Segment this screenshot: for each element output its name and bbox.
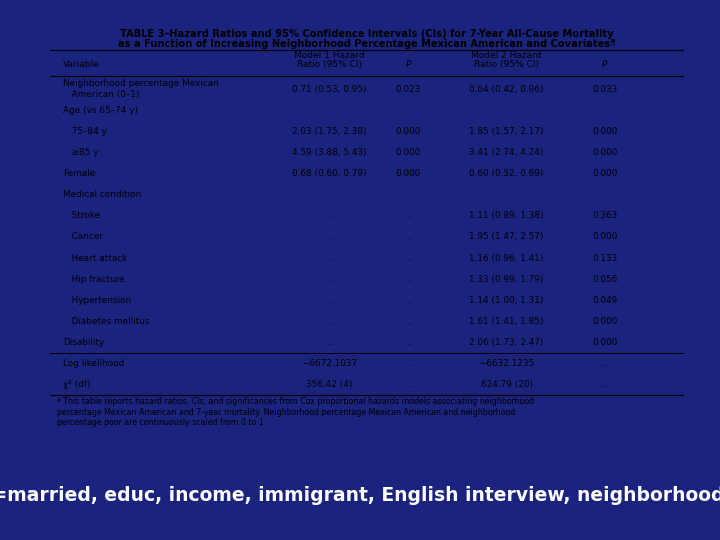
Text: ...: ...	[325, 211, 333, 220]
Text: 1.14 (1.00, 1.31): 1.14 (1.00, 1.31)	[469, 296, 544, 305]
Text: Disability: Disability	[63, 338, 104, 347]
Text: 0.000: 0.000	[396, 169, 421, 178]
Text: Ratio (95% CI): Ratio (95% CI)	[474, 60, 539, 69]
Text: 0.000: 0.000	[592, 127, 618, 136]
Text: 1.61 (1.41, 1.85): 1.61 (1.41, 1.85)	[469, 317, 544, 326]
Text: 4.59 (3.88, 5.43): 4.59 (3.88, 5.43)	[292, 148, 366, 157]
Text: 1.33 (0.99, 1.79): 1.33 (0.99, 1.79)	[469, 275, 544, 284]
Text: −6672.1037: −6672.1037	[302, 359, 356, 368]
Text: Model 2 Hazard: Model 2 Hazard	[472, 51, 542, 60]
Text: 0.363: 0.363	[592, 211, 618, 220]
Text: 2.06 (1.73, 2.47): 2.06 (1.73, 2.47)	[469, 338, 544, 347]
Text: ...: ...	[404, 232, 413, 241]
Text: Log likelihood: Log likelihood	[63, 359, 125, 368]
Text: 0.000: 0.000	[592, 317, 618, 326]
Text: −6632.1235: −6632.1235	[479, 359, 534, 368]
Text: Stroke: Stroke	[63, 211, 100, 220]
Text: Age (vs 65–74 y): Age (vs 65–74 y)	[63, 106, 138, 115]
Text: 75–84 y: 75–84 y	[63, 127, 107, 136]
Text: 0.000: 0.000	[592, 169, 618, 178]
Text: Female: Female	[63, 169, 95, 178]
Text: ...: ...	[404, 275, 413, 284]
Text: 0.056: 0.056	[592, 275, 618, 284]
Text: Diabetes mellitus: Diabetes mellitus	[63, 317, 150, 326]
Text: 0.033: 0.033	[592, 85, 618, 93]
Text: ...: ...	[404, 254, 413, 262]
Text: 1.95 (1.47, 2.57): 1.95 (1.47, 2.57)	[469, 232, 544, 241]
Text: χ² (df): χ² (df)	[63, 380, 91, 389]
Text: ...: ...	[325, 232, 333, 241]
Text: 0.60 (0.52, 0.69): 0.60 (0.52, 0.69)	[469, 169, 544, 178]
Text: ...: ...	[404, 296, 413, 305]
Text: 0.000: 0.000	[592, 232, 618, 241]
Text: P: P	[405, 60, 411, 69]
Text: 0.64 (0.42, 0.96): 0.64 (0.42, 0.96)	[469, 85, 544, 93]
Text: Variable: Variable	[63, 60, 100, 69]
Text: ...: ...	[325, 254, 333, 262]
Text: 0.049: 0.049	[592, 296, 618, 305]
Text: Cancer: Cancer	[63, 232, 103, 241]
Text: 0.68 (0.60, 0.79): 0.68 (0.60, 0.79)	[292, 169, 366, 178]
Text: ...: ...	[404, 359, 413, 368]
Text: Hypertension: Hypertension	[63, 296, 131, 305]
Text: 0.023: 0.023	[396, 85, 421, 93]
Text: TABLE 3–Hazard Ratios and 95% Confidence Intervals (CIs) for 7-Year All-Cause Mo: TABLE 3–Hazard Ratios and 95% Confidence…	[120, 29, 614, 39]
Text: 0.71 (0.53, 0.95): 0.71 (0.53, 0.95)	[292, 85, 366, 93]
Text: 2.03 (1.75, 2.38): 2.03 (1.75, 2.38)	[292, 127, 366, 136]
Text: ...: ...	[404, 211, 413, 220]
Text: ...: ...	[600, 380, 609, 389]
Text: Neighborhood percentage Mexican
   American (0–1): Neighborhood percentage Mexican American…	[63, 79, 219, 99]
Text: 0.000: 0.000	[396, 148, 421, 157]
Text: 0.000: 0.000	[592, 148, 618, 157]
Text: ...: ...	[325, 275, 333, 284]
Text: 624.79 (20): 624.79 (20)	[480, 380, 533, 389]
Text: 0.133: 0.133	[592, 254, 618, 262]
Text: ...: ...	[600, 359, 609, 368]
Text: 1.11 (0.89, 1.38): 1.11 (0.89, 1.38)	[469, 211, 544, 220]
Text: ª This table reports hazard ratios, CIs, and significances from Cox proportional: ª This table reports hazard ratios, CIs,…	[57, 397, 534, 427]
Text: 0.000: 0.000	[396, 127, 421, 136]
Text: Medical condition: Medical condition	[63, 190, 141, 199]
Text: ...: ...	[325, 338, 333, 347]
Text: ...: ...	[325, 317, 333, 326]
Text: 1.16 (0.96, 1.41): 1.16 (0.96, 1.41)	[469, 254, 544, 262]
Text: ...: ...	[404, 317, 413, 326]
Text: ...: ...	[404, 380, 413, 389]
Text: 356.42 (4): 356.42 (4)	[306, 380, 352, 389]
Text: 0.000: 0.000	[592, 338, 618, 347]
Text: 1.85 (1.57, 2.17): 1.85 (1.57, 2.17)	[469, 127, 544, 136]
Text: ≥85 y: ≥85 y	[63, 148, 99, 157]
Text: P: P	[602, 60, 608, 69]
Text: Ratio (95% CI): Ratio (95% CI)	[297, 60, 361, 69]
Text: Heart attack: Heart attack	[63, 254, 127, 262]
Text: Hip fracture: Hip fracture	[63, 275, 125, 284]
Text: 3.41 (2.74, 4.24): 3.41 (2.74, 4.24)	[469, 148, 544, 157]
Text: ...: ...	[325, 296, 333, 305]
Text: n. s. =married, educ, income, immigrant, English interview, neighborhood poor: n. s. =married, educ, income, immigrant,…	[0, 485, 720, 504]
Text: as a Function of Increasing Neighborhood Percentage Mexican American and Covaria: as a Function of Increasing Neighborhood…	[118, 39, 616, 49]
Text: ...: ...	[404, 338, 413, 347]
Text: Model 1 Hazard: Model 1 Hazard	[294, 51, 364, 60]
